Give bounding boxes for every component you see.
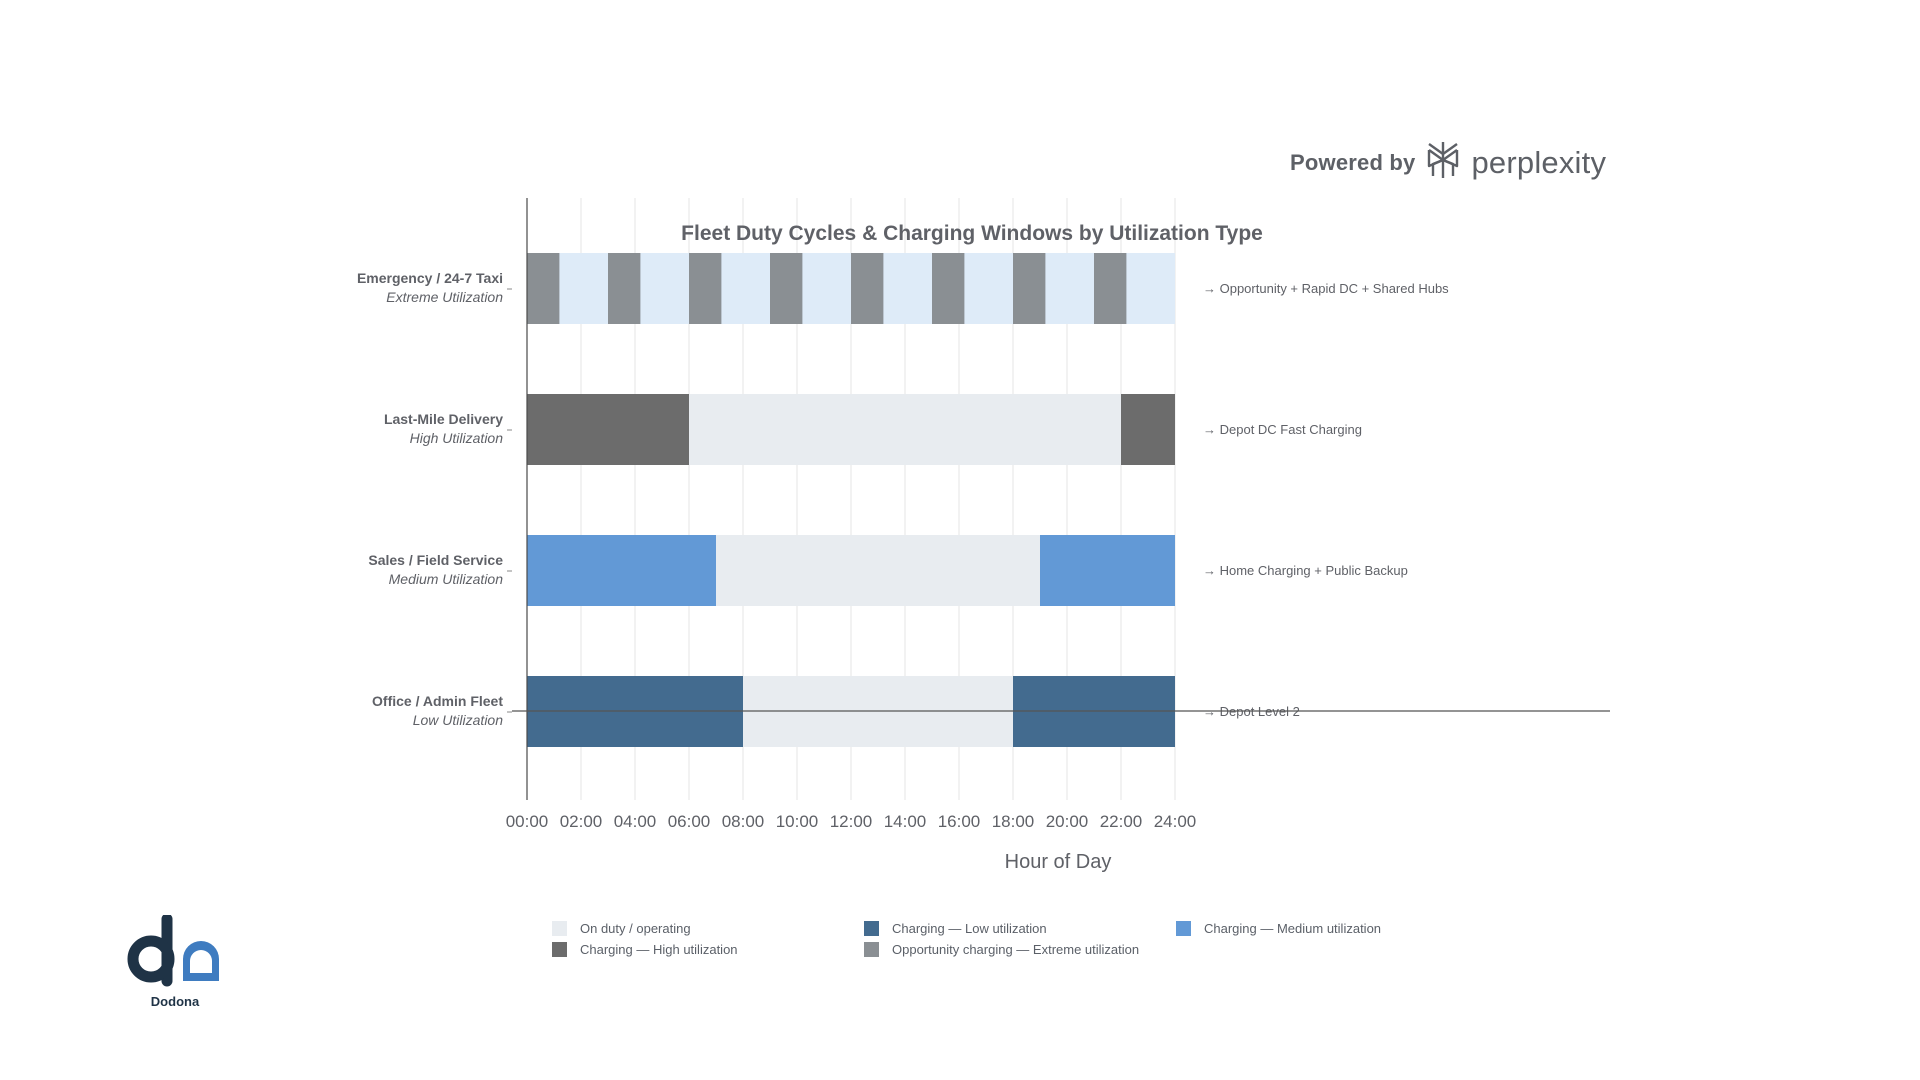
legend-item: Charging — Medium utilization	[1176, 920, 1488, 936]
x-tick-label: 20:00	[1046, 812, 1089, 831]
x-tick-label: 08:00	[722, 812, 765, 831]
legend-item: Opportunity charging — Extreme utilizati…	[864, 941, 1176, 957]
chart-labels: Emergency / 24-7 Taxi Extreme Utilization…	[357, 270, 1449, 831]
legend-swatch	[864, 941, 879, 957]
x-tick-label: 00:00	[506, 812, 549, 831]
bar-segment-charge-high	[527, 394, 689, 465]
legend-swatch	[864, 920, 879, 936]
bar-segment-charge-extreme	[851, 253, 884, 324]
bar-segment-charge-extreme	[689, 253, 722, 324]
dodona-wordmark: Dodona	[150, 994, 200, 1009]
x-tick-label: 02:00	[560, 812, 603, 831]
x-tick-label: 14:00	[884, 812, 927, 831]
row-annotation: → Depot DC Fast Charging	[1203, 422, 1362, 437]
row-sublabel: Extreme Utilization	[386, 289, 503, 305]
dodona-logo: Dodona	[120, 913, 230, 1009]
row-annotation: → Home Charging + Public Backup	[1203, 563, 1408, 578]
x-tick-label: 06:00	[668, 812, 711, 831]
x-tick-label: 22:00	[1100, 812, 1143, 831]
row-sublabel: High Utilization	[410, 430, 504, 446]
x-tick-label: 10:00	[776, 812, 819, 831]
bar-segment-on-duty	[689, 394, 1121, 465]
dodona-logo-icon	[123, 913, 227, 992]
bar-segment-charge-medium	[527, 535, 716, 606]
bar-segment-charge-extreme	[770, 253, 803, 324]
perplexity-logo-icon	[1425, 140, 1461, 185]
x-tick-label: 16:00	[938, 812, 981, 831]
legend-swatch	[552, 941, 567, 957]
legend-label: Opportunity charging — Extreme utilizati…	[892, 941, 1140, 957]
bar-segment-charge-extreme	[527, 253, 560, 324]
bar-segment-charge-extreme	[1013, 253, 1046, 324]
perplexity-wordmark: perplexity	[1471, 144, 1607, 180]
legend-label: On duty / operating	[580, 920, 691, 936]
row-sublabel: Medium Utilization	[389, 571, 504, 587]
x-tick-label: 12:00	[830, 812, 873, 831]
row-label: Office / Admin Fleet	[372, 693, 503, 709]
row-label: Sales / Field Service	[368, 552, 503, 568]
bar-segment-on-duty	[716, 535, 1040, 606]
row-annotation: → Opportunity + Rapid DC + Shared Hubs	[1203, 281, 1449, 296]
legend-swatch	[1176, 920, 1191, 936]
legend-label: Charging — Low utilization	[892, 920, 1047, 936]
bar-segment-charge-extreme	[932, 253, 965, 324]
bar-segment-charge-medium	[1040, 535, 1175, 606]
legend-label: Charging — Medium utilization	[1204, 920, 1382, 936]
chart-legend: On duty / operating Charging — Low utiliz…	[552, 920, 1502, 957]
x-axis-title: Hour of Day	[1005, 851, 1112, 873]
legend-item: On duty / operating	[552, 920, 864, 936]
chart-axes	[507, 198, 528, 800]
chart-title: Fleet Duty Cycles & Charging Windows by …	[681, 222, 1263, 245]
powered-by-badge: Powered by perplexity	[1290, 140, 1606, 185]
bar-segment-charge-extreme	[608, 253, 641, 324]
row-label: Emergency / 24-7 Taxi	[357, 270, 503, 286]
legend-item: Charging — Low utilization	[864, 920, 1176, 936]
row-label: Last-Mile Delivery	[384, 411, 503, 427]
powered-by-label: Powered by	[1290, 149, 1416, 175]
row-sublabel: Low Utilization	[413, 712, 503, 728]
bar-segment-charge-extreme	[1094, 253, 1127, 324]
x-tick-label: 24:00	[1154, 812, 1197, 831]
x-tick-label: 18:00	[992, 812, 1035, 831]
legend-item: Charging — High utilization	[552, 941, 864, 957]
legend-swatch	[552, 920, 567, 936]
chart-bars	[527, 253, 1175, 747]
bar-segment-charge-high	[1121, 394, 1175, 465]
legend-label: Charging — High utilization	[580, 941, 738, 957]
x-tick-label: 04:00	[614, 812, 657, 831]
